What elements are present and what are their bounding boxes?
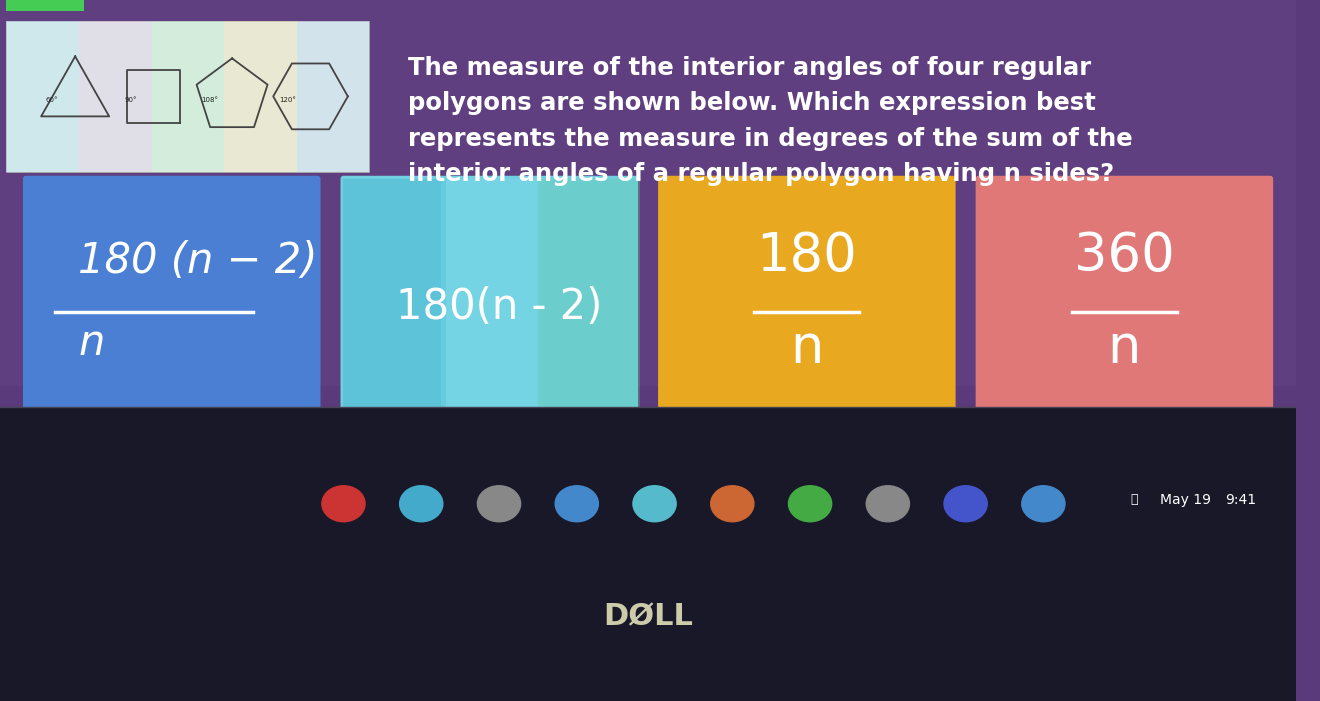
Ellipse shape (1022, 486, 1065, 522)
Text: 90°: 90° (125, 97, 137, 103)
Text: n: n (791, 322, 824, 374)
Text: The measure of the interior angles of four regular
polygons are shown below. Whi: The measure of the interior angles of fo… (408, 56, 1133, 186)
Text: 9:41: 9:41 (1225, 493, 1255, 507)
Text: 180: 180 (756, 230, 857, 282)
Text: 360: 360 (1074, 230, 1175, 282)
Text: 180 (n − 2): 180 (n − 2) (78, 240, 318, 282)
FancyBboxPatch shape (152, 21, 224, 172)
FancyBboxPatch shape (22, 176, 321, 437)
Ellipse shape (944, 486, 987, 522)
Ellipse shape (710, 486, 754, 522)
Ellipse shape (788, 486, 832, 522)
Text: 60°: 60° (45, 97, 58, 103)
Text: May 19: May 19 (1160, 493, 1210, 507)
Ellipse shape (400, 486, 442, 522)
FancyBboxPatch shape (0, 407, 1296, 701)
Ellipse shape (478, 486, 520, 522)
FancyBboxPatch shape (7, 0, 84, 11)
FancyBboxPatch shape (79, 21, 152, 172)
Ellipse shape (866, 486, 909, 522)
Ellipse shape (556, 486, 598, 522)
FancyBboxPatch shape (975, 176, 1274, 437)
FancyBboxPatch shape (343, 179, 446, 435)
Text: n: n (1107, 322, 1140, 374)
FancyBboxPatch shape (537, 179, 640, 435)
Text: DØLL: DØLL (603, 602, 693, 632)
Ellipse shape (634, 486, 676, 522)
FancyBboxPatch shape (0, 0, 1296, 386)
FancyBboxPatch shape (297, 21, 370, 172)
FancyBboxPatch shape (659, 176, 956, 437)
Text: 108°: 108° (201, 97, 218, 103)
Text: 180(n - 2): 180(n - 2) (396, 286, 602, 327)
Ellipse shape (322, 486, 366, 522)
FancyBboxPatch shape (441, 179, 543, 435)
Text: n: n (78, 322, 104, 364)
FancyBboxPatch shape (7, 21, 370, 172)
FancyBboxPatch shape (7, 21, 79, 172)
Text: 120°: 120° (280, 97, 297, 103)
Text: ⬜: ⬜ (1130, 494, 1138, 506)
FancyBboxPatch shape (341, 176, 638, 437)
FancyBboxPatch shape (224, 21, 297, 172)
